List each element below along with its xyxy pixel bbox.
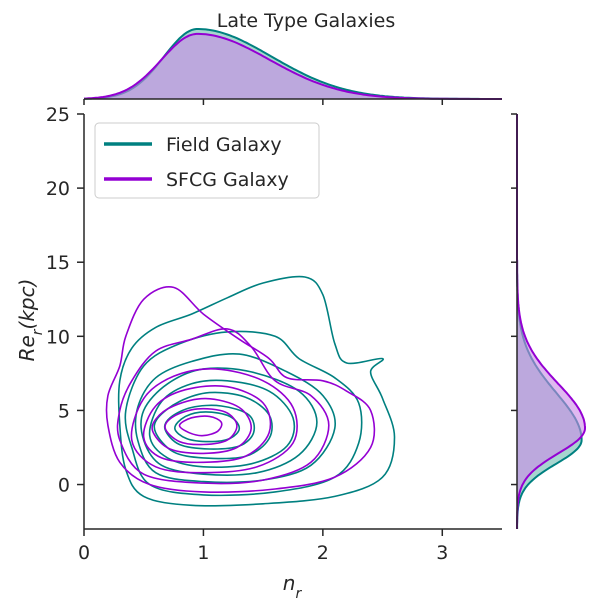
contour-0-7	[174, 411, 241, 443]
x-tick-label-2: 2	[317, 542, 329, 564]
main-plot: 0 1 2 3 0 5 10 15 20 25	[46, 104, 502, 564]
y-tick-label-0: 0	[58, 475, 70, 497]
contour-1-4	[151, 397, 253, 455]
contour-0-0	[117, 275, 396, 507]
x-tick-label-3: 3	[436, 542, 448, 564]
y-tick-label-3: 15	[46, 252, 70, 274]
x-tick-label-0: 0	[78, 542, 90, 564]
y-tick-label-1: 5	[58, 400, 70, 422]
contour-0-2	[134, 352, 336, 484]
y-tick-label-2: 10	[46, 326, 70, 348]
contour-0-3	[140, 367, 318, 476]
top-marginal	[83, 28, 502, 105]
top-density-fill-1	[84, 33, 502, 99]
x-axis-title: nr	[283, 571, 303, 602]
series-0-contours	[117, 275, 396, 507]
legend: Field Galaxy SFCG Galaxy	[94, 122, 320, 199]
chart-title: Late Type Galaxies	[217, 10, 396, 32]
contour-1-5	[164, 407, 238, 446]
contour-1-6	[178, 415, 223, 437]
y-axis-title: Rer(kpc)	[15, 279, 46, 362]
contour-0-1	[124, 330, 363, 497]
y-tick-label-5: 25	[46, 104, 70, 126]
contour-1-1	[116, 328, 330, 485]
y-tick-label-4: 20	[46, 178, 70, 200]
legend-label-field: Field Galaxy	[166, 134, 282, 156]
contour-0-6	[163, 404, 256, 450]
contour-1-3	[142, 384, 272, 464]
x-tick-label-1: 1	[197, 542, 209, 564]
series-1-contours	[105, 286, 376, 493]
legend-label-sfcg: SFCG Galaxy	[166, 169, 289, 191]
contour-1-0	[105, 286, 376, 493]
right-marginal	[511, 113, 586, 529]
contour-1-2	[130, 368, 298, 474]
right-density-fill-1	[517, 114, 585, 529]
contour-0-4	[148, 379, 296, 468]
